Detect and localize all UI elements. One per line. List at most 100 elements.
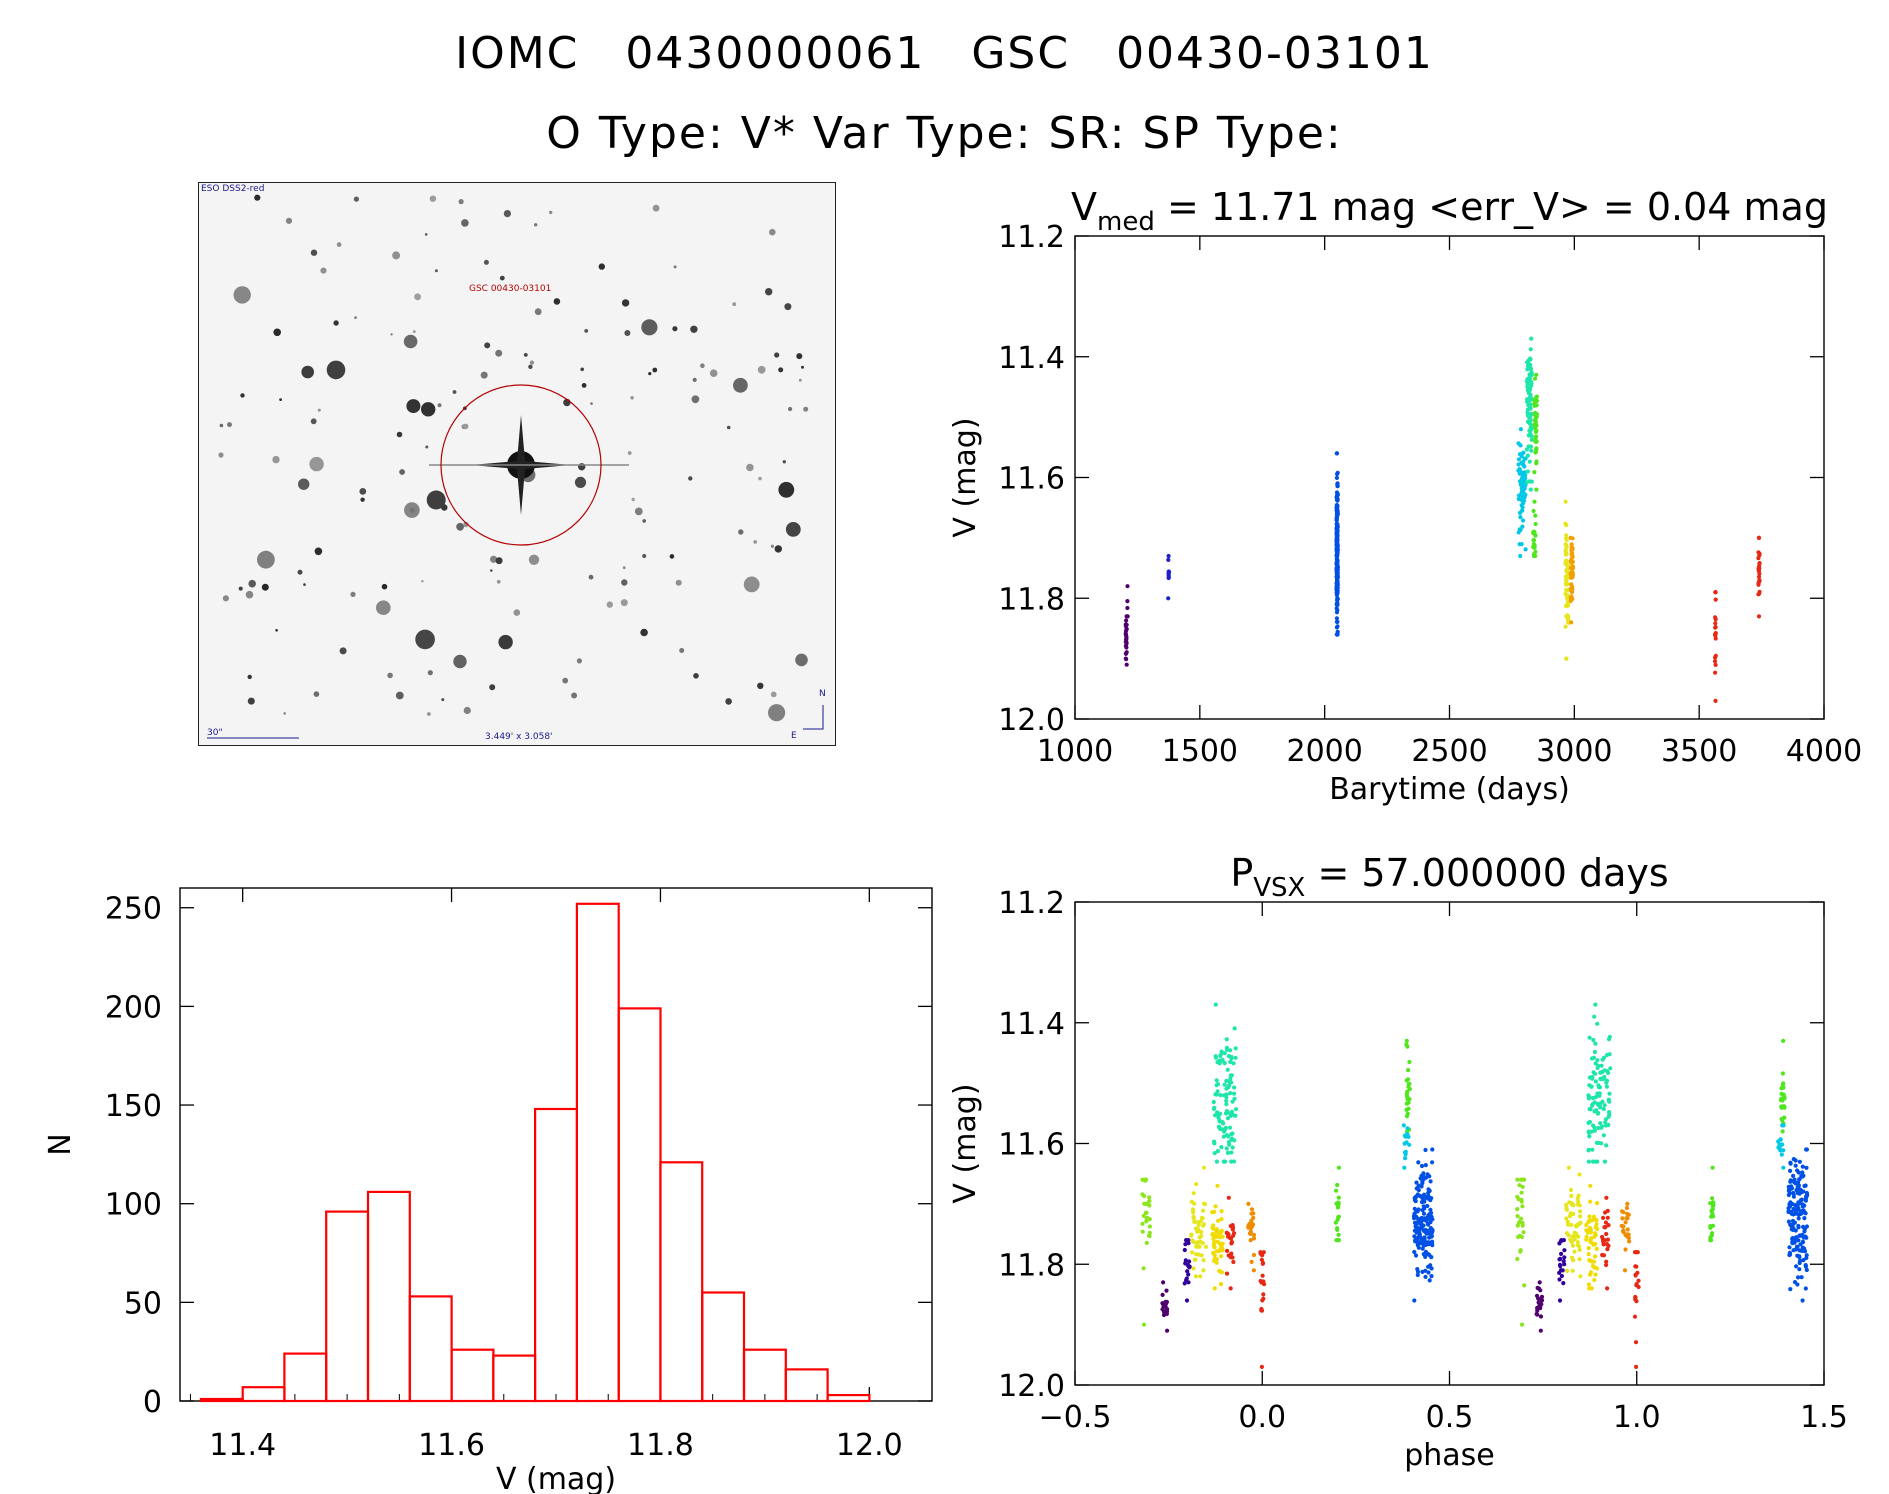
field-star [490, 555, 498, 563]
phased-point [1607, 1110, 1612, 1115]
phased-point [1214, 1260, 1219, 1265]
phased-point [1261, 1250, 1266, 1255]
phased-point [1185, 1269, 1190, 1274]
phased-point [1164, 1309, 1170, 1314]
phased-point [1515, 1256, 1520, 1262]
lightcurve-point [1563, 624, 1568, 629]
phased-point [1147, 1230, 1152, 1235]
histogram-ytick-label: 100 [105, 1188, 162, 1223]
field-star [778, 367, 784, 373]
lightcurve-point [1525, 410, 1530, 415]
phased-point-group [1140, 1177, 1152, 1327]
lightcurve-point [1534, 398, 1540, 403]
phased-point [1571, 1211, 1576, 1217]
figure-subtitle: O Type: V* Var Type: SR: SP Type: [546, 108, 1343, 159]
phased-point [1186, 1280, 1191, 1285]
phased-point-group [1401, 1123, 1412, 1170]
lightcurve-point [1756, 550, 1761, 555]
lightcurve-point [1334, 561, 1339, 566]
phased-point [1797, 1177, 1802, 1182]
phased-point [1214, 1078, 1219, 1083]
lightcurve-point [1335, 566, 1340, 571]
phased-point [1566, 1222, 1571, 1227]
phased-point [1201, 1258, 1206, 1263]
phased-point [1604, 1080, 1609, 1085]
lightcurve-point [1566, 563, 1571, 568]
phased-point [1404, 1078, 1409, 1083]
lightcurve-point [1533, 429, 1538, 435]
phased-point [1572, 1230, 1577, 1235]
lightcurve-point [1335, 512, 1340, 517]
field-star [462, 423, 469, 430]
field-star [496, 579, 501, 584]
lightcurve-point [1518, 553, 1523, 559]
fov-label: 3.449' x 3.058' [485, 732, 553, 742]
lightcurve-point [1529, 437, 1534, 442]
phased-point [1564, 1205, 1569, 1211]
phased-point [1537, 1280, 1542, 1285]
field-star [412, 330, 416, 333]
phased-point [1633, 1264, 1638, 1269]
lightcurve-xtick-label: 2500 [1411, 734, 1487, 769]
field-star [461, 219, 469, 227]
phased-point [1804, 1267, 1809, 1273]
phased-point [1566, 1233, 1571, 1238]
phased-point [1259, 1364, 1264, 1369]
phased-point [1790, 1236, 1795, 1242]
field-star [590, 402, 593, 405]
lightcurve-point [1335, 624, 1340, 629]
field-star [513, 609, 521, 616]
phased-ylabel: V (mag) [948, 1083, 983, 1203]
phased-point [1802, 1249, 1808, 1254]
field-star [782, 460, 786, 464]
field-star [584, 329, 589, 333]
phased-point [1558, 1268, 1564, 1273]
lightcurve-point [1527, 402, 1532, 407]
phased-point [1426, 1213, 1431, 1218]
phased-point [1229, 1109, 1235, 1114]
phased-point [1594, 1246, 1599, 1251]
phased-point [1593, 1079, 1598, 1084]
phased-point [1406, 1134, 1411, 1139]
field-star [458, 199, 464, 205]
lightcurve-point [1534, 446, 1539, 451]
phased-point [1190, 1250, 1195, 1255]
phased-point [1335, 1227, 1340, 1232]
phased-point [1420, 1195, 1425, 1201]
phased-point [1412, 1298, 1417, 1303]
field-star [753, 540, 757, 544]
phased-axes: −0.5 0.0 0.5 1.0 1.5 11.2 11.4 11.6 11.8 12.0 phas… [948, 886, 1848, 1473]
histogram-axes: 11.4 11.6 11.8 12.0 0 50 100 150 200 250 V (mag) N [43, 887, 933, 1494]
field-star [360, 497, 365, 502]
phased-point [1405, 1097, 1410, 1102]
phased-point [1572, 1249, 1577, 1254]
lightcurve-point [1531, 542, 1536, 547]
phased-point [1601, 1215, 1606, 1220]
phased-point [1251, 1268, 1256, 1273]
phased-point [1423, 1147, 1428, 1153]
field-star [774, 352, 780, 358]
field-star [549, 210, 553, 215]
phased-point [1588, 1107, 1593, 1112]
phased-point [1218, 1052, 1223, 1057]
phased-point [1407, 1059, 1412, 1065]
phased-point [1190, 1238, 1195, 1243]
field-star [222, 595, 229, 602]
phased-point [1418, 1220, 1424, 1225]
phased-point [1336, 1165, 1341, 1170]
lightcurve-ytick-label: 11.2 [998, 220, 1065, 255]
lightcurve-point [1517, 527, 1522, 532]
phased-point [1430, 1160, 1435, 1165]
field-star [769, 228, 776, 236]
phased-point [1606, 1122, 1611, 1128]
field-star [770, 544, 775, 548]
lightcurve-point [1533, 513, 1538, 518]
lightcurve-point [1564, 578, 1569, 583]
phased-point [1538, 1328, 1543, 1333]
lightcurve-point [1534, 403, 1539, 408]
phased-point [1710, 1165, 1715, 1170]
field-star [709, 369, 718, 377]
histogram-bar [742, 1348, 787, 1403]
phased-point [1211, 1250, 1216, 1256]
field-star [387, 672, 393, 679]
